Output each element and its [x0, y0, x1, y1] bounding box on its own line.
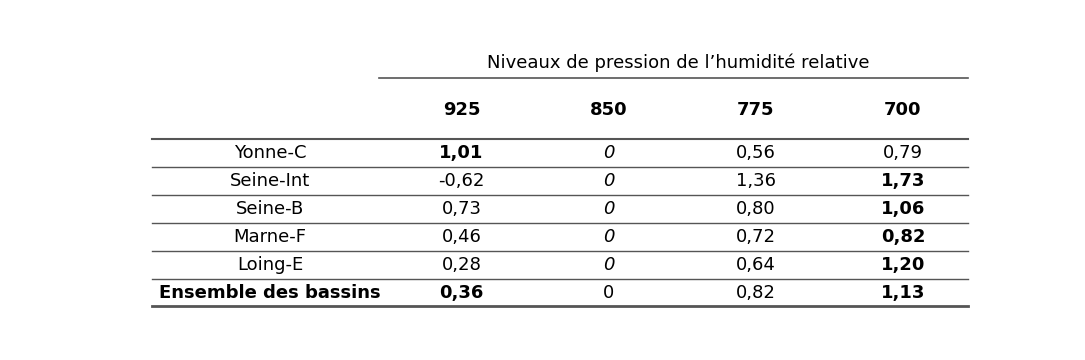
- Text: 0,72: 0,72: [736, 228, 776, 246]
- Text: 700: 700: [884, 101, 921, 119]
- Text: 0,64: 0,64: [736, 256, 776, 274]
- Text: 0: 0: [603, 200, 614, 218]
- Text: 1,06: 1,06: [881, 200, 926, 218]
- Text: 0,36: 0,36: [439, 284, 484, 302]
- Text: 0,82: 0,82: [881, 228, 926, 246]
- Text: 925: 925: [443, 101, 481, 119]
- Text: Yonne-C: Yonne-C: [234, 144, 306, 162]
- Text: Niveaux de pression de l’humidité relative: Niveaux de pression de l’humidité relati…: [487, 53, 869, 72]
- Text: 1,13: 1,13: [881, 284, 926, 302]
- Text: 0,79: 0,79: [883, 144, 923, 162]
- Text: 0,56: 0,56: [736, 144, 776, 162]
- Text: 0: 0: [603, 256, 614, 274]
- Text: 0,80: 0,80: [736, 200, 776, 218]
- Text: 0,28: 0,28: [442, 256, 482, 274]
- Text: 1,36: 1,36: [736, 172, 776, 190]
- Text: 0,73: 0,73: [442, 200, 482, 218]
- Text: -0,62: -0,62: [438, 172, 485, 190]
- Text: 0: 0: [603, 284, 614, 302]
- Text: Loing-E: Loing-E: [237, 256, 304, 274]
- Text: 1,73: 1,73: [881, 172, 926, 190]
- Text: 775: 775: [737, 101, 775, 119]
- Text: 0: 0: [603, 228, 614, 246]
- Text: Seine-B: Seine-B: [237, 200, 304, 218]
- Text: Marne-F: Marne-F: [233, 228, 307, 246]
- Text: 1,01: 1,01: [439, 144, 484, 162]
- Text: 1,20: 1,20: [881, 256, 926, 274]
- Text: Ensemble des bassins: Ensemble des bassins: [159, 284, 381, 302]
- Text: 0: 0: [603, 172, 614, 190]
- Text: 0,46: 0,46: [442, 228, 482, 246]
- Text: 850: 850: [590, 101, 627, 119]
- Text: Seine-Int: Seine-Int: [230, 172, 310, 190]
- Text: 0,82: 0,82: [736, 284, 776, 302]
- Text: 0: 0: [603, 144, 614, 162]
